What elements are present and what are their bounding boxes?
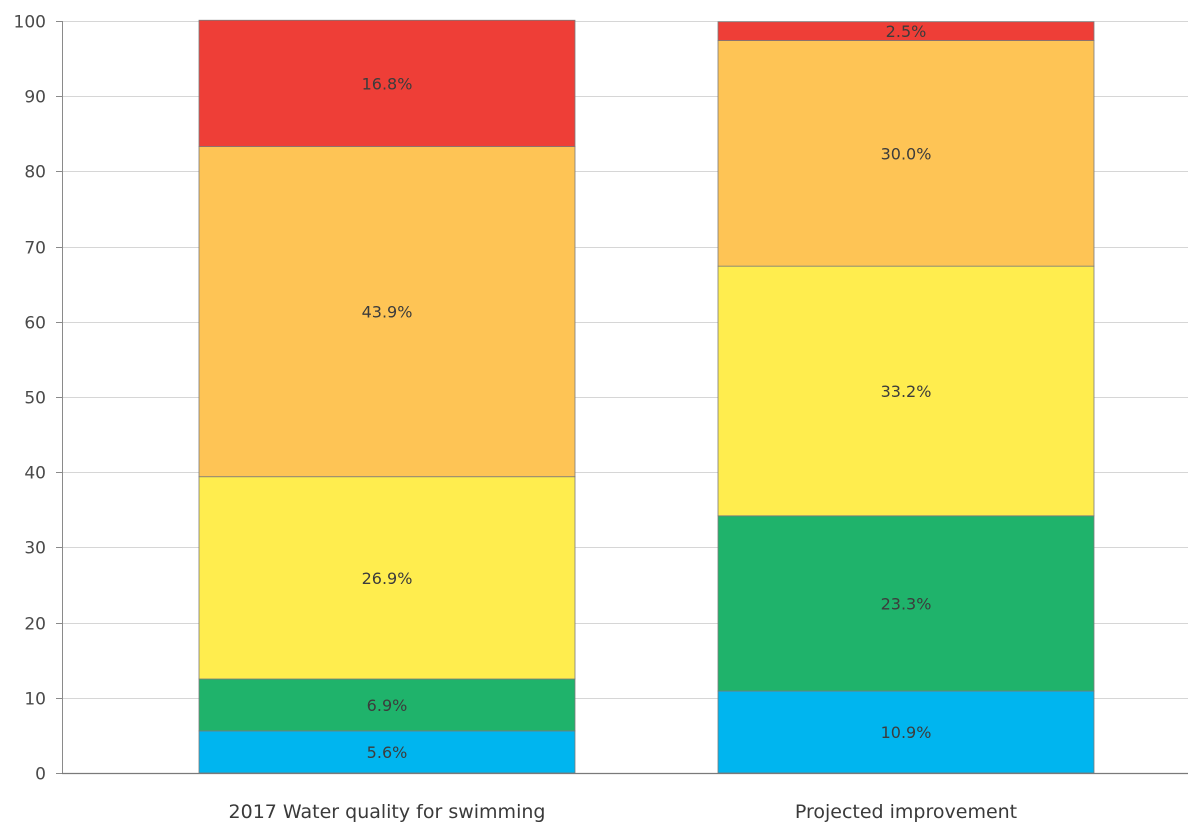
y-tick-label: 90 xyxy=(24,88,46,108)
bar-value-label: 26.9% xyxy=(362,569,413,588)
bar-value-labels: 5.6% 6.9% 26.9% 43.9% 16.8% 10.9% 23.3% 33.2% 30… xyxy=(362,22,932,762)
bar-segment xyxy=(717,40,1095,267)
bar-value-label: 43.9% xyxy=(362,303,413,322)
y-tick-label: 0 xyxy=(35,765,46,785)
y-tick-label: 30 xyxy=(24,539,46,559)
bar-value-label: 30.0% xyxy=(881,144,932,163)
y-tick-label: 40 xyxy=(24,464,46,484)
bar-segment xyxy=(198,678,576,732)
bar-value-label: 10.9% xyxy=(881,723,932,742)
y-tick-label: 10 xyxy=(24,690,46,710)
bar-segment xyxy=(717,21,1095,41)
bar-segment xyxy=(198,19,576,147)
bar-segment xyxy=(198,476,576,680)
bar-segment xyxy=(717,265,1095,517)
bar-segment xyxy=(717,690,1095,774)
x-category-label: 2017 Water quality for swimming xyxy=(229,801,546,823)
bar-value-label: 23.3% xyxy=(881,594,932,613)
y-tick-label: 60 xyxy=(24,314,46,334)
bars xyxy=(198,19,1095,774)
bar-segment xyxy=(717,515,1095,692)
y-tick-label: 100 xyxy=(14,13,46,33)
bar-value-label: 6.9% xyxy=(367,696,408,715)
bar-value-label: 2.5% xyxy=(886,22,927,41)
y-tick-label: 20 xyxy=(24,615,46,635)
y-axis: 0 10 20 30 40 50 60 70 80 90 100 xyxy=(14,13,63,785)
bar-value-label: 5.6% xyxy=(367,743,408,762)
x-axis: 2017 Water quality for swimming Projected… xyxy=(62,772,1188,823)
y-tick-label: 70 xyxy=(24,239,46,259)
y-tick-label: 80 xyxy=(24,163,46,183)
bar-value-label: 33.2% xyxy=(881,382,932,401)
x-category-label: Projected improvement xyxy=(795,801,1017,823)
bar-value-label: 16.8% xyxy=(362,74,413,93)
y-tick-label: 50 xyxy=(24,389,46,409)
